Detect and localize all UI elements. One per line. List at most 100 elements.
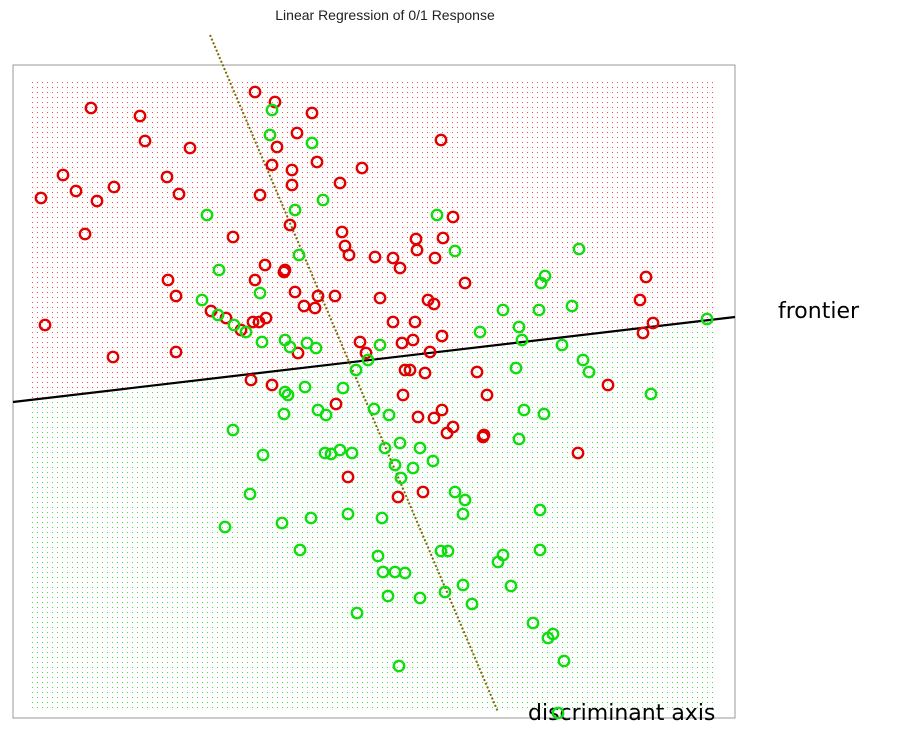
point — [411, 410, 425, 424]
point — [90, 194, 104, 208]
point — [106, 350, 120, 364]
point — [456, 507, 470, 521]
point — [375, 511, 389, 525]
point — [285, 163, 299, 177]
point — [345, 446, 359, 460]
point — [458, 276, 472, 290]
point — [509, 361, 523, 375]
point — [218, 520, 232, 534]
point — [413, 441, 427, 455]
point — [211, 308, 225, 322]
point — [195, 293, 209, 307]
point — [557, 654, 571, 668]
point — [368, 250, 382, 264]
point — [310, 155, 324, 169]
point — [398, 363, 412, 377]
point — [304, 511, 318, 525]
point — [555, 338, 569, 352]
point — [435, 329, 449, 343]
point — [183, 141, 197, 155]
point — [700, 312, 714, 326]
point — [533, 543, 547, 557]
point — [434, 544, 448, 558]
point — [551, 706, 565, 720]
point — [308, 301, 322, 315]
point — [410, 243, 424, 257]
point — [396, 388, 410, 402]
point — [133, 109, 147, 123]
point — [388, 458, 402, 472]
point — [226, 230, 240, 244]
point — [512, 432, 526, 446]
point — [423, 345, 437, 359]
point — [381, 589, 395, 603]
point — [169, 289, 183, 303]
point — [359, 346, 373, 360]
point — [290, 126, 304, 140]
point — [293, 543, 307, 557]
point — [430, 208, 444, 222]
point — [435, 403, 449, 417]
point — [278, 385, 292, 399]
point — [281, 388, 295, 402]
point — [285, 178, 299, 192]
point — [138, 134, 152, 148]
point — [515, 333, 529, 347]
point — [212, 263, 226, 277]
point — [311, 289, 325, 303]
point — [393, 261, 407, 275]
point — [470, 365, 484, 379]
point — [565, 299, 579, 313]
point — [341, 507, 355, 521]
point — [200, 208, 214, 222]
point — [393, 436, 407, 450]
point — [576, 353, 590, 367]
point — [34, 191, 48, 205]
point — [227, 318, 241, 332]
point — [160, 170, 174, 184]
point — [107, 180, 121, 194]
point — [526, 616, 540, 630]
point — [318, 446, 332, 460]
point — [392, 659, 406, 673]
point — [277, 265, 291, 279]
point — [537, 407, 551, 421]
point — [38, 318, 52, 332]
point — [601, 378, 615, 392]
point — [84, 101, 98, 115]
point — [324, 447, 338, 461]
point — [427, 411, 441, 425]
point — [434, 133, 448, 147]
point — [255, 335, 269, 349]
point — [283, 218, 297, 232]
point — [169, 345, 183, 359]
point — [265, 158, 279, 172]
point — [403, 363, 417, 377]
point — [309, 341, 323, 355]
point — [582, 365, 596, 379]
point — [373, 338, 387, 352]
point — [373, 291, 387, 305]
point — [446, 420, 460, 434]
point — [644, 387, 658, 401]
point — [391, 490, 405, 504]
point — [371, 549, 385, 563]
point — [336, 381, 350, 395]
point — [275, 516, 289, 530]
point — [571, 446, 585, 460]
point — [226, 423, 240, 437]
point — [256, 448, 270, 462]
point — [426, 454, 440, 468]
point — [376, 565, 390, 579]
point — [367, 402, 381, 416]
point — [406, 333, 420, 347]
point — [480, 388, 494, 402]
point — [253, 188, 267, 202]
point — [441, 544, 455, 558]
point — [56, 168, 70, 182]
point — [161, 273, 175, 287]
point — [398, 566, 412, 580]
point — [239, 325, 253, 339]
point — [395, 336, 409, 350]
point — [172, 187, 186, 201]
